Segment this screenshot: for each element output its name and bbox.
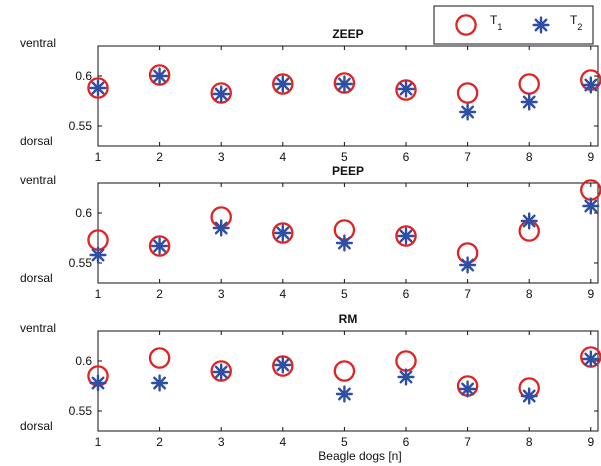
data-point-t1 [272, 222, 294, 244]
x-tick-label: 1 [95, 435, 102, 449]
x-tick-label: 3 [218, 435, 225, 449]
legend-marker-t2 [532, 16, 550, 34]
legend-label-t1: T1 [490, 13, 502, 32]
x-tick-label: 7 [464, 287, 471, 301]
data-point-t2 [582, 197, 600, 215]
data-point-t2 [335, 234, 353, 252]
data-point-t2 [89, 79, 107, 97]
data-point-t2 [335, 75, 353, 93]
data-point-t1 [148, 64, 171, 86]
panel-rm: RM ventral dorsal 0.6 0.55 1 2 3 4 5 6 7 8 9 [20, 312, 601, 449]
x-tick-label: 6 [403, 287, 410, 301]
panel-title: ZEEP [332, 27, 363, 41]
legend: T1 T2 [433, 5, 594, 45]
legend-marker-t1 [455, 14, 477, 36]
panel-peep: PEEP ventral dorsal 0.6 0.55 1 2 3 4 5 6 7 8 9 [20, 164, 601, 301]
data-point-t2 [520, 212, 538, 230]
x-tick-label: 8 [526, 287, 533, 301]
x-tick-label: 5 [341, 435, 348, 449]
panel-zeep: ZEEP ventral dorsal 0.6 0.55 1 2 3 4 5 6 7 8 9 [20, 27, 601, 164]
data-point-t2 [274, 224, 292, 242]
data-point-t2 [212, 85, 230, 103]
panel-title: PEEP [332, 164, 364, 178]
y-tick-label: 0.55 [69, 404, 93, 418]
data-point-t2 [335, 385, 353, 403]
x-tick-label: 5 [341, 287, 348, 301]
x-tick-label: 2 [156, 150, 163, 164]
data-point-t1 [456, 82, 479, 104]
ventral-label: ventral [20, 36, 56, 50]
data-point-t2 [459, 380, 477, 398]
y-tick-label: 0.6 [75, 69, 92, 83]
y-tick-label: 0.6 [75, 206, 92, 220]
ventral-label: ventral [20, 173, 56, 187]
x-tick-label: 4 [279, 150, 286, 164]
data-point-t2 [397, 80, 415, 98]
data-point-t2 [151, 237, 169, 255]
panel-title: RM [339, 312, 358, 326]
x-tick-label: 2 [156, 435, 163, 449]
x-tick-label: 7 [464, 435, 471, 449]
data-point-t2 [212, 219, 230, 237]
x-axis-label: Beagle dogs [n] [318, 449, 401, 463]
y-tick-label: 0.6 [75, 354, 92, 368]
legend-label-t2: T2 [570, 13, 582, 32]
data-point-t1 [148, 235, 171, 257]
data-point-t1 [272, 73, 294, 95]
plot-frame [97, 182, 599, 284]
x-tick-label: 9 [587, 287, 594, 301]
data-point-t1 [148, 347, 171, 369]
data-point-t2 [582, 76, 600, 94]
x-tick-label: 3 [218, 150, 225, 164]
data-point-t1 [333, 360, 356, 382]
data-point-t2 [520, 93, 538, 111]
data-point-t2 [520, 387, 538, 405]
y-tick-label: 0.55 [69, 256, 93, 270]
x-tick-label: 3 [218, 287, 225, 301]
x-tick-label: 8 [526, 150, 533, 164]
x-tick-label: 4 [279, 435, 286, 449]
data-point-t2 [212, 363, 230, 381]
dorsal-label: dorsal [20, 419, 53, 433]
data-point-t2 [89, 374, 107, 392]
data-point-t1 [395, 225, 417, 247]
x-tick-label: 6 [403, 435, 410, 449]
dorsal-label: dorsal [20, 134, 53, 148]
x-tick-label: 5 [341, 150, 348, 164]
x-tick-label: 8 [526, 435, 533, 449]
x-tick-label: 1 [95, 287, 102, 301]
x-tick-label: 6 [403, 150, 410, 164]
x-tick-label: 9 [587, 150, 594, 164]
data-point-t1 [87, 77, 109, 99]
legend-box [433, 5, 594, 45]
x-tick-label: 9 [587, 435, 594, 449]
x-tick-label: 1 [95, 150, 102, 164]
data-point-t2 [459, 256, 477, 274]
x-tick-label: 7 [464, 150, 471, 164]
data-point-t1 [210, 82, 232, 104]
x-tick-label: 4 [279, 287, 286, 301]
data-point-t2 [274, 75, 292, 93]
dorsal-label: dorsal [20, 271, 53, 285]
data-point-t1 [333, 72, 356, 94]
x-tick-label: 2 [156, 287, 163, 301]
data-point-t2 [397, 368, 415, 386]
data-point-t2 [582, 350, 600, 368]
data-point-t2 [89, 246, 107, 264]
ventral-label: ventral [20, 321, 56, 335]
data-point-t2 [151, 67, 169, 85]
data-point-t2 [151, 374, 169, 392]
data-point-t2 [459, 103, 477, 121]
data-point-t2 [397, 227, 415, 245]
data-point-t2 [274, 356, 292, 374]
y-tick-label: 0.55 [69, 119, 93, 133]
